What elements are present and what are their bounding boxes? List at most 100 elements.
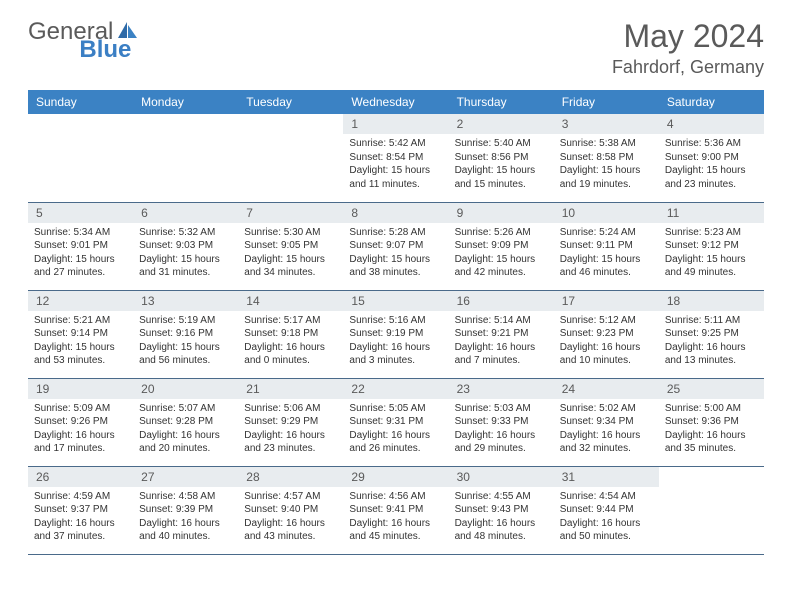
day-number: 30 xyxy=(449,467,554,487)
day-number: 15 xyxy=(343,291,448,311)
day-info: Sunrise: 5:02 AMSunset: 9:34 PMDaylight:… xyxy=(554,399,659,460)
day-info: Sunrise: 5:24 AMSunset: 9:11 PMDaylight:… xyxy=(554,223,659,284)
day-info: Sunrise: 5:03 AMSunset: 9:33 PMDaylight:… xyxy=(449,399,554,460)
day-info: Sunrise: 5:42 AMSunset: 8:54 PMDaylight:… xyxy=(343,134,448,195)
day-info: Sunrise: 5:28 AMSunset: 9:07 PMDaylight:… xyxy=(343,223,448,284)
day-number: 9 xyxy=(449,203,554,223)
weekday-header: Sunday xyxy=(28,90,133,114)
day-info: Sunrise: 4:57 AMSunset: 9:40 PMDaylight:… xyxy=(238,487,343,548)
header: General Blue May 2024 Fahrdorf, Germany xyxy=(0,0,792,86)
day-info: Sunrise: 4:58 AMSunset: 9:39 PMDaylight:… xyxy=(133,487,238,548)
day-info: Sunrise: 5:34 AMSunset: 9:01 PMDaylight:… xyxy=(28,223,133,284)
day-info: Sunrise: 5:12 AMSunset: 9:23 PMDaylight:… xyxy=(554,311,659,372)
calendar-day-cell: 23Sunrise: 5:03 AMSunset: 9:33 PMDayligh… xyxy=(449,378,554,466)
day-number: 12 xyxy=(28,291,133,311)
day-info: Sunrise: 5:17 AMSunset: 9:18 PMDaylight:… xyxy=(238,311,343,372)
day-info: Sunrise: 5:32 AMSunset: 9:03 PMDaylight:… xyxy=(133,223,238,284)
day-number: 23 xyxy=(449,379,554,399)
day-info: Sunrise: 5:38 AMSunset: 8:58 PMDaylight:… xyxy=(554,134,659,195)
day-number: 20 xyxy=(133,379,238,399)
day-number: 1 xyxy=(343,114,448,134)
weekday-header: Friday xyxy=(554,90,659,114)
calendar-week-row: ...1Sunrise: 5:42 AMSunset: 8:54 PMDayli… xyxy=(28,114,764,202)
calendar-week-row: 19Sunrise: 5:09 AMSunset: 9:26 PMDayligh… xyxy=(28,378,764,466)
logo-text-2: Blue xyxy=(79,36,131,64)
day-info: Sunrise: 5:30 AMSunset: 9:05 PMDaylight:… xyxy=(238,223,343,284)
logo: General Blue xyxy=(28,18,195,46)
calendar-day-cell: 20Sunrise: 5:07 AMSunset: 9:28 PMDayligh… xyxy=(133,378,238,466)
calendar-day-cell: 14Sunrise: 5:17 AMSunset: 9:18 PMDayligh… xyxy=(238,290,343,378)
calendar-day-cell: 30Sunrise: 4:55 AMSunset: 9:43 PMDayligh… xyxy=(449,466,554,554)
day-number: 6 xyxy=(133,203,238,223)
day-number: 11 xyxy=(659,203,764,223)
calendar-day-cell: 27Sunrise: 4:58 AMSunset: 9:39 PMDayligh… xyxy=(133,466,238,554)
day-number: 13 xyxy=(133,291,238,311)
day-number: 7 xyxy=(238,203,343,223)
day-info: Sunrise: 5:26 AMSunset: 9:09 PMDaylight:… xyxy=(449,223,554,284)
day-number: 19 xyxy=(28,379,133,399)
calendar-header-row: SundayMondayTuesdayWednesdayThursdayFrid… xyxy=(28,90,764,114)
day-number: 25 xyxy=(659,379,764,399)
day-info: Sunrise: 4:59 AMSunset: 9:37 PMDaylight:… xyxy=(28,487,133,548)
calendar-week-row: 5Sunrise: 5:34 AMSunset: 9:01 PMDaylight… xyxy=(28,202,764,290)
calendar-day-cell: 3Sunrise: 5:38 AMSunset: 8:58 PMDaylight… xyxy=(554,114,659,202)
calendar-day-cell: 6Sunrise: 5:32 AMSunset: 9:03 PMDaylight… xyxy=(133,202,238,290)
weekday-header: Wednesday xyxy=(343,90,448,114)
day-number: 4 xyxy=(659,114,764,134)
calendar-day-cell: 1Sunrise: 5:42 AMSunset: 8:54 PMDaylight… xyxy=(343,114,448,202)
day-info: Sunrise: 4:54 AMSunset: 9:44 PMDaylight:… xyxy=(554,487,659,548)
day-number: 16 xyxy=(449,291,554,311)
weekday-header: Monday xyxy=(133,90,238,114)
day-info: Sunrise: 5:19 AMSunset: 9:16 PMDaylight:… xyxy=(133,311,238,372)
calendar-empty-cell: . xyxy=(133,114,238,202)
calendar-day-cell: 12Sunrise: 5:21 AMSunset: 9:14 PMDayligh… xyxy=(28,290,133,378)
day-number: 27 xyxy=(133,467,238,487)
day-info: Sunrise: 5:00 AMSunset: 9:36 PMDaylight:… xyxy=(659,399,764,460)
calendar-empty-cell: . xyxy=(659,466,764,554)
day-number: 21 xyxy=(238,379,343,399)
calendar-day-cell: 9Sunrise: 5:26 AMSunset: 9:09 PMDaylight… xyxy=(449,202,554,290)
location: Fahrdorf, Germany xyxy=(612,57,764,78)
calendar-table: SundayMondayTuesdayWednesdayThursdayFrid… xyxy=(28,90,764,555)
month-title: May 2024 xyxy=(612,18,764,55)
calendar-day-cell: 5Sunrise: 5:34 AMSunset: 9:01 PMDaylight… xyxy=(28,202,133,290)
calendar-day-cell: 10Sunrise: 5:24 AMSunset: 9:11 PMDayligh… xyxy=(554,202,659,290)
day-number: 5 xyxy=(28,203,133,223)
day-number: 29 xyxy=(343,467,448,487)
calendar-day-cell: 4Sunrise: 5:36 AMSunset: 9:00 PMDaylight… xyxy=(659,114,764,202)
day-number: 14 xyxy=(238,291,343,311)
weekday-header: Tuesday xyxy=(238,90,343,114)
day-number: 24 xyxy=(554,379,659,399)
day-number: 17 xyxy=(554,291,659,311)
day-info: Sunrise: 5:09 AMSunset: 9:26 PMDaylight:… xyxy=(28,399,133,460)
calendar-day-cell: 24Sunrise: 5:02 AMSunset: 9:34 PMDayligh… xyxy=(554,378,659,466)
calendar-week-row: 26Sunrise: 4:59 AMSunset: 9:37 PMDayligh… xyxy=(28,466,764,554)
calendar-day-cell: 28Sunrise: 4:57 AMSunset: 9:40 PMDayligh… xyxy=(238,466,343,554)
calendar-day-cell: 16Sunrise: 5:14 AMSunset: 9:21 PMDayligh… xyxy=(449,290,554,378)
day-info: Sunrise: 5:11 AMSunset: 9:25 PMDaylight:… xyxy=(659,311,764,372)
day-info: Sunrise: 5:23 AMSunset: 9:12 PMDaylight:… xyxy=(659,223,764,284)
calendar-day-cell: 31Sunrise: 4:54 AMSunset: 9:44 PMDayligh… xyxy=(554,466,659,554)
day-number: 8 xyxy=(343,203,448,223)
day-info: Sunrise: 5:21 AMSunset: 9:14 PMDaylight:… xyxy=(28,311,133,372)
calendar-day-cell: 7Sunrise: 5:30 AMSunset: 9:05 PMDaylight… xyxy=(238,202,343,290)
calendar-day-cell: 25Sunrise: 5:00 AMSunset: 9:36 PMDayligh… xyxy=(659,378,764,466)
day-number: 2 xyxy=(449,114,554,134)
calendar-day-cell: 19Sunrise: 5:09 AMSunset: 9:26 PMDayligh… xyxy=(28,378,133,466)
day-number: 31 xyxy=(554,467,659,487)
day-info: Sunrise: 5:40 AMSunset: 8:56 PMDaylight:… xyxy=(449,134,554,195)
calendar-day-cell: 29Sunrise: 4:56 AMSunset: 9:41 PMDayligh… xyxy=(343,466,448,554)
calendar-empty-cell: . xyxy=(28,114,133,202)
calendar-day-cell: 2Sunrise: 5:40 AMSunset: 8:56 PMDaylight… xyxy=(449,114,554,202)
calendar-day-cell: 17Sunrise: 5:12 AMSunset: 9:23 PMDayligh… xyxy=(554,290,659,378)
calendar-day-cell: 8Sunrise: 5:28 AMSunset: 9:07 PMDaylight… xyxy=(343,202,448,290)
calendar-day-cell: 22Sunrise: 5:05 AMSunset: 9:31 PMDayligh… xyxy=(343,378,448,466)
day-number: 18 xyxy=(659,291,764,311)
day-info: Sunrise: 5:36 AMSunset: 9:00 PMDaylight:… xyxy=(659,134,764,195)
day-info: Sunrise: 5:07 AMSunset: 9:28 PMDaylight:… xyxy=(133,399,238,460)
calendar-day-cell: 18Sunrise: 5:11 AMSunset: 9:25 PMDayligh… xyxy=(659,290,764,378)
day-info: Sunrise: 5:16 AMSunset: 9:19 PMDaylight:… xyxy=(343,311,448,372)
day-info: Sunrise: 5:14 AMSunset: 9:21 PMDaylight:… xyxy=(449,311,554,372)
day-number: 28 xyxy=(238,467,343,487)
day-info: Sunrise: 5:06 AMSunset: 9:29 PMDaylight:… xyxy=(238,399,343,460)
